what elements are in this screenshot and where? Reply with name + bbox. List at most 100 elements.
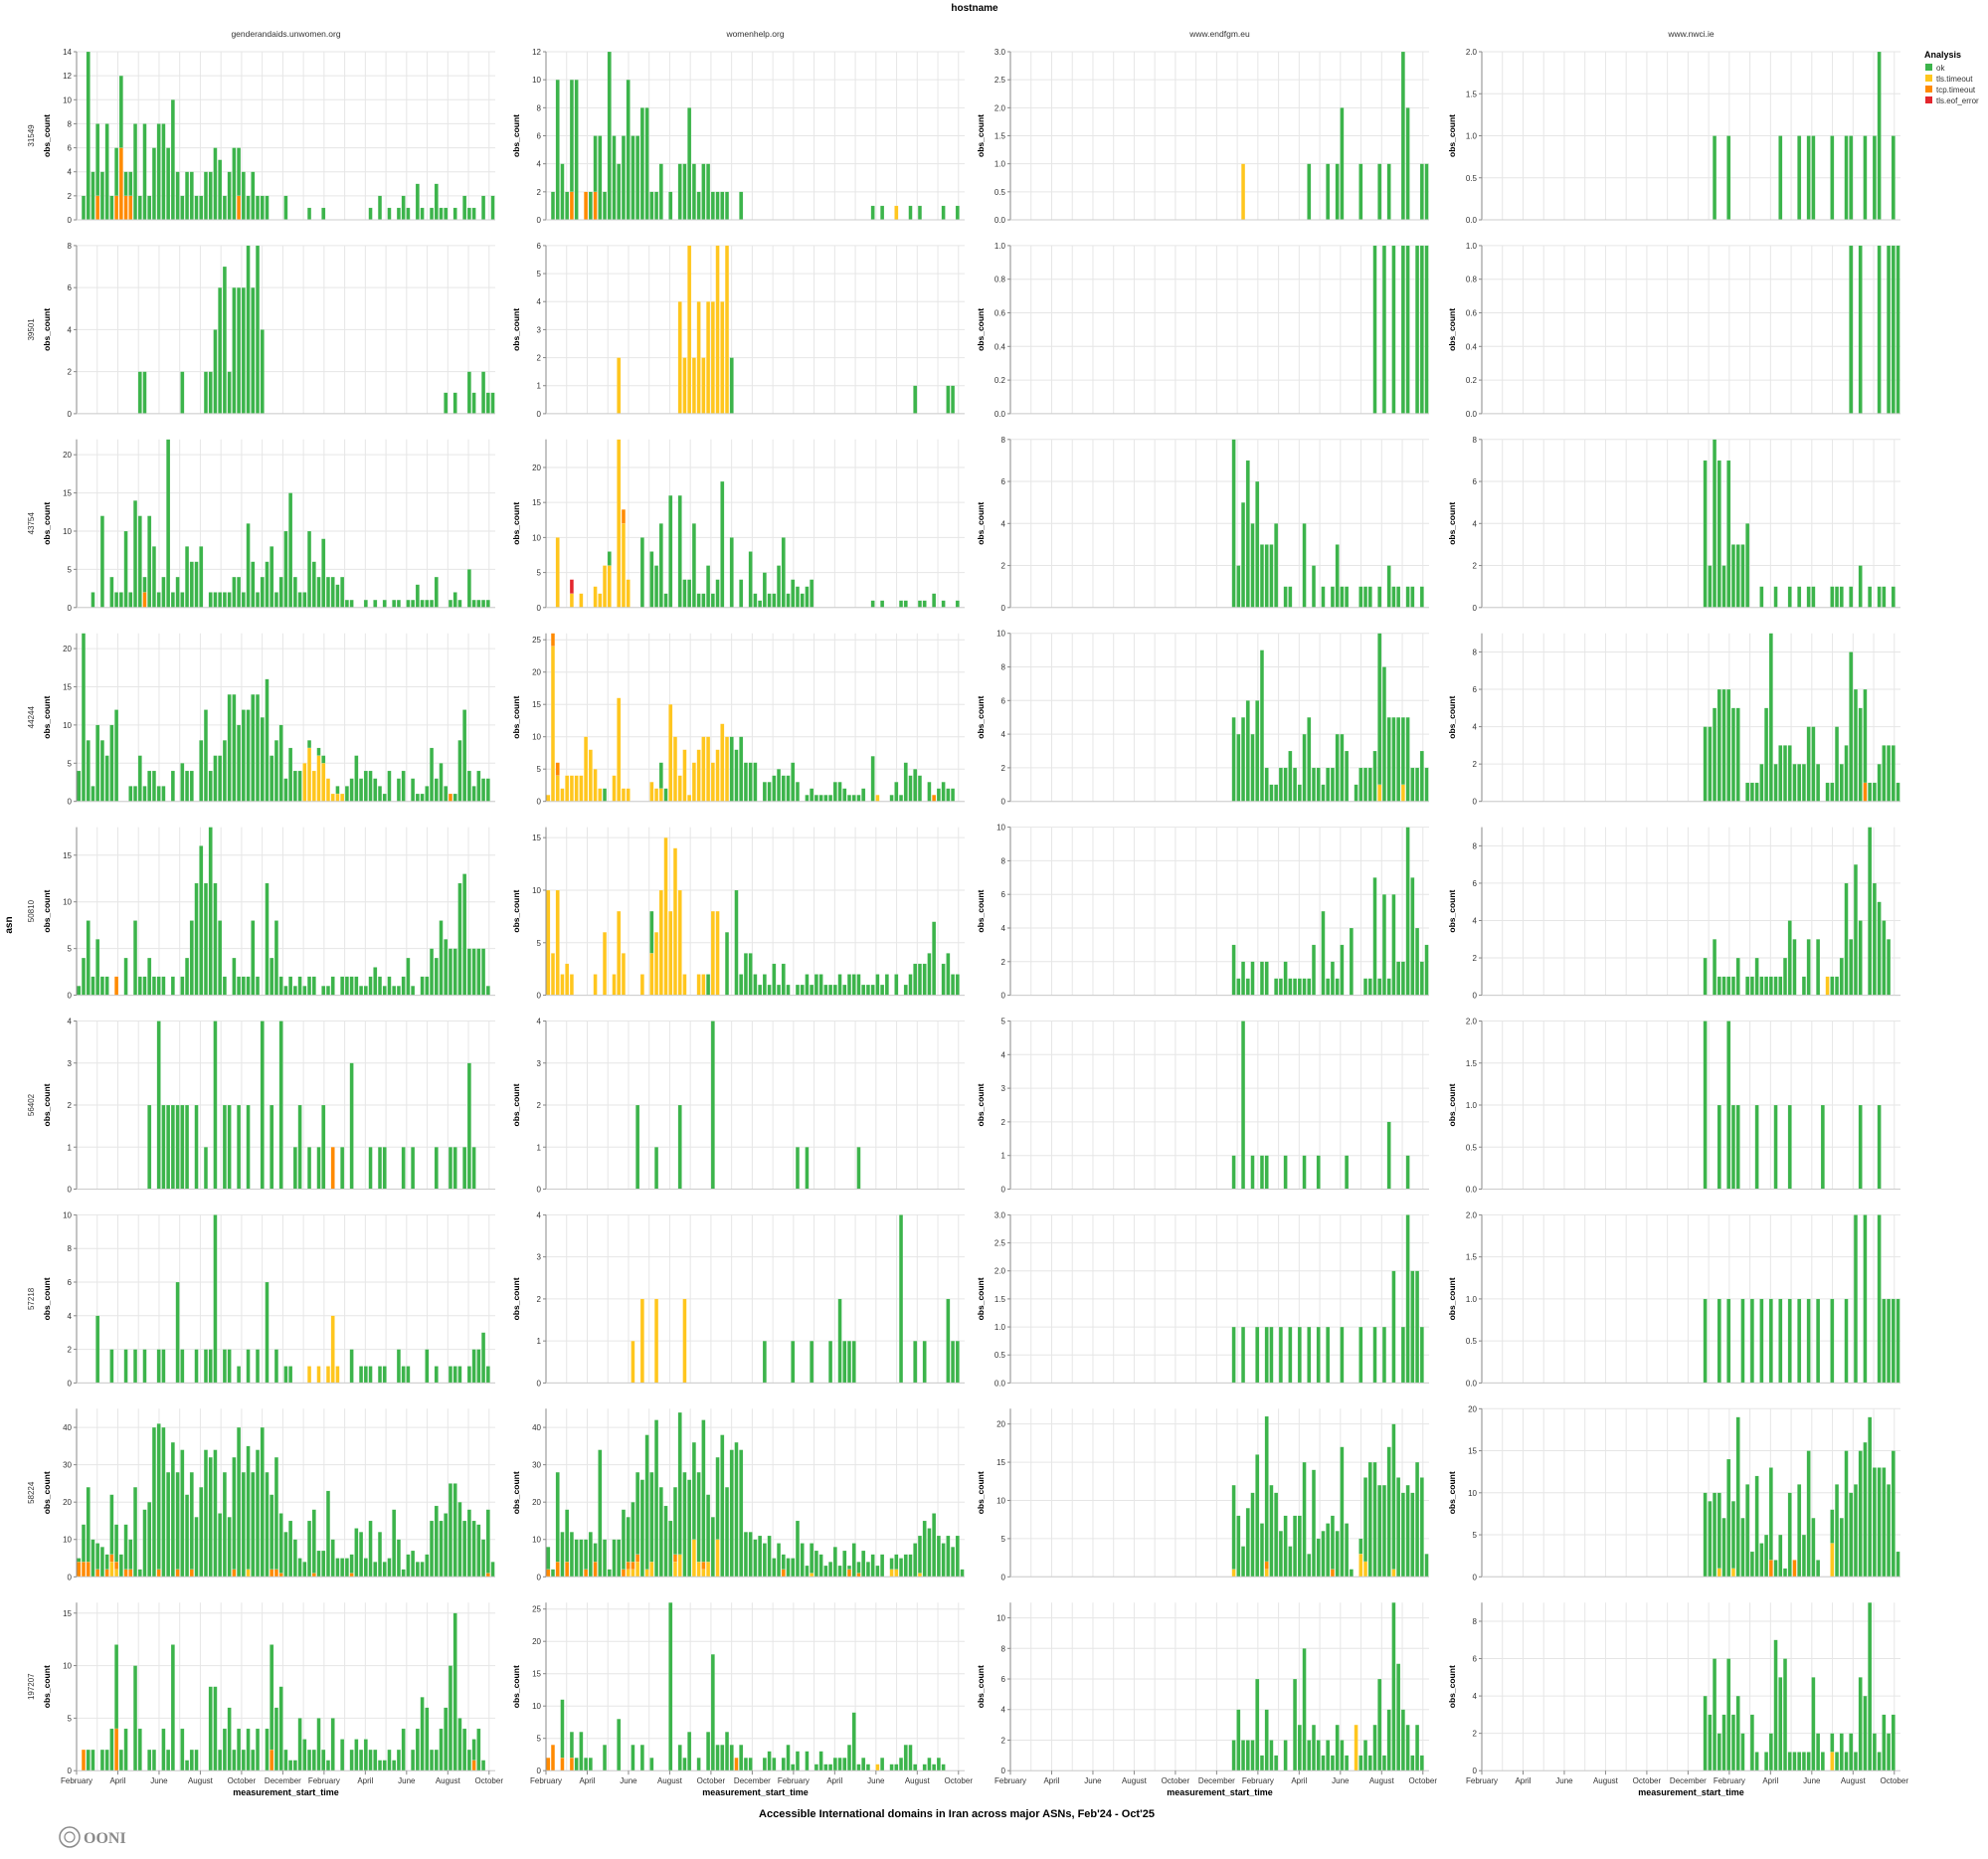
bar-ok [612,135,617,221]
bar-ok [175,576,180,608]
y-tick-label: 1.0 [1466,242,1478,251]
bar-ok [382,1562,387,1578]
bar-ok [340,1147,345,1190]
legend-label: tls.timeout [1936,75,1973,84]
bar-ok [1293,767,1298,802]
y-tick-label: 0 [537,992,542,1001]
bar-ok [1345,1155,1350,1190]
bar-ok [1363,586,1368,608]
bar-ok [321,538,326,608]
bar-ok [222,1104,227,1190]
bar-ok [1844,135,1849,221]
bar-tls-timeout [593,974,598,996]
bar-ok [870,1554,875,1578]
bar-ok [1255,1326,1260,1384]
bar-ok [123,171,128,197]
y-tick-label: 1.5 [1466,1253,1478,1262]
y-axis-label: obs_count [511,1665,521,1708]
y-axis-label: obs_count [511,1277,521,1320]
y-tick-label: 10 [996,824,1005,833]
bar-ok [1269,544,1274,608]
bar-ok [457,1718,462,1771]
bar-ok [1778,1677,1783,1771]
y-tick-label: 10 [996,1496,1005,1505]
bar-ok [109,1349,114,1384]
bar-ok [743,762,748,802]
bar-ok [1283,961,1288,996]
bar-ok [1853,1214,1858,1384]
bar-ok [795,1147,800,1190]
bar-ok [584,1539,589,1570]
y-tick-label: 5 [1473,1531,1478,1540]
bar-ok [1381,1484,1386,1578]
y-tick-label: 15 [63,682,72,691]
bar-ok [805,1147,810,1190]
bar-ok [1759,976,1764,996]
y-tick-label: 1.5 [1466,90,1478,98]
x-tick-label: August [1122,1776,1148,1785]
y-axis-label: obs_count [511,1471,521,1514]
y-tick-label: 4 [1473,1692,1478,1701]
bar-ok [832,984,837,996]
bar-tcp-timeout [123,1569,128,1578]
bar-ok [377,1366,383,1384]
bar-ok [1745,523,1750,608]
bar-ok [800,984,805,996]
bar-ok [278,976,283,996]
bar-ok [359,1532,364,1578]
bar-ok [1259,961,1264,996]
bar-ok [1844,1450,1849,1578]
bar-ok [691,1441,696,1540]
bar-ok [90,592,95,608]
bar-ok [786,1745,791,1771]
bar-ok [810,1543,814,1574]
bar-ok [729,357,734,415]
asn-label: 44244 [27,706,36,729]
bar-ok [128,786,133,802]
bar-ok [401,1366,406,1384]
bar-ok [1386,978,1391,996]
bar-ok [913,963,918,996]
bar-ok [213,147,218,221]
bar-tcp-timeout [546,1569,551,1578]
bar-ok [1811,1677,1816,1771]
bar-ok [471,1147,476,1190]
bar-ok [654,191,659,221]
bar-ok [913,1764,918,1771]
bar-ok [917,775,922,802]
bar-ok [1288,1546,1293,1578]
y-tick-label: 20 [996,1420,1005,1429]
bar-ok [1391,1423,1396,1570]
bar-ok [810,788,814,802]
bar-ok [1419,245,1424,415]
bar-ok [762,1543,767,1578]
y-tick-label: 0.2 [994,376,1006,385]
bar-ok [368,976,373,996]
bar-ok [1391,1270,1396,1384]
bar-ok [359,1366,364,1384]
bar-ok [1726,976,1731,996]
bar-ok [1405,827,1410,996]
bar-ok [246,976,251,996]
bar-tcp-timeout [232,1569,237,1578]
bar-ok [283,195,288,221]
bar-tcp-timeout [95,1569,100,1578]
bar-ok [302,986,307,996]
x-tick-label: June [620,1776,637,1785]
bar-ok [1400,245,1405,415]
bar-ok [104,1749,109,1771]
bar-ok [725,1732,730,1771]
bar-tcp-timeout [273,1569,278,1578]
bar-ok [1377,586,1382,608]
bar-ok [415,183,420,221]
bar-ok [668,1520,673,1578]
bar-ok [758,600,763,608]
bar-tcp-timeout [584,191,589,221]
bar-ok [649,910,654,954]
bar-ok [1302,523,1307,608]
x-tick-label: August [657,1776,683,1785]
bar-ok [227,1517,232,1578]
bar-ok [823,1565,828,1578]
y-tick-label: 0.0 [994,1379,1006,1388]
